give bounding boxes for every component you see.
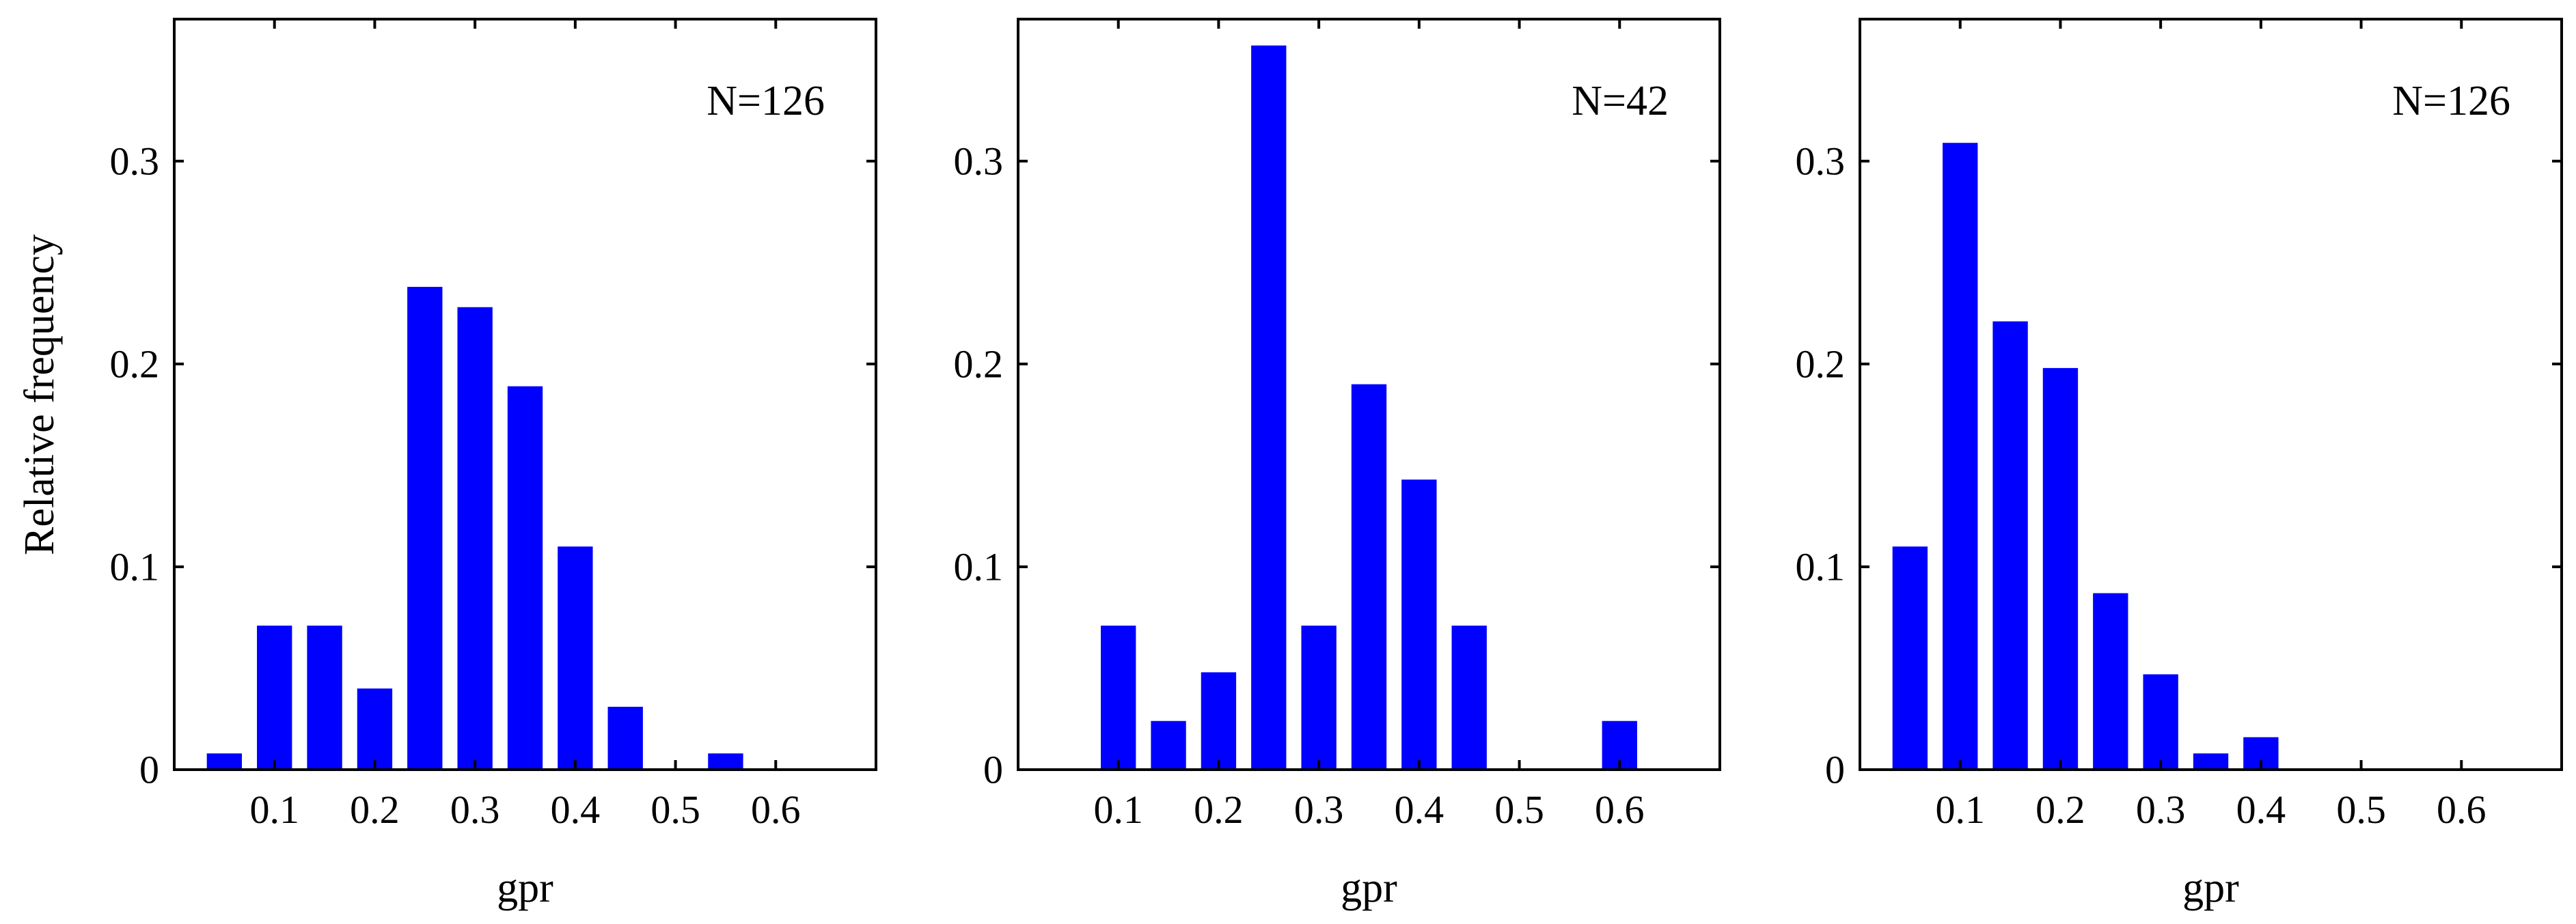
x-tick-label: 0.6 <box>2437 787 2486 832</box>
bar-0.4 <box>558 546 593 770</box>
chart-panel-1: 0 0.1 0.2 0.3 0.1 0.2 0.3 0.4 0.5 0.6 gpr N=126 <box>110 18 877 911</box>
plot-frame <box>1859 18 2563 771</box>
x-tick-label: 0.5 <box>650 787 700 832</box>
y-tick-label: 0.2 <box>1796 341 1846 386</box>
x-tick-label: 0.4 <box>551 787 601 832</box>
y-tick-label: 0.3 <box>954 139 1004 183</box>
x-axis-title: gpr <box>1341 865 1397 911</box>
sample-size-annotation: N=126 <box>707 78 825 124</box>
bar-0.1 <box>1101 626 1136 770</box>
x-tick-label: 0.4 <box>1395 787 1444 832</box>
y-axis-title: Relative frequency <box>16 234 63 555</box>
bar-0.05 <box>1892 546 1928 770</box>
x-tick-label: 0.3 <box>450 787 500 832</box>
bar-0.35 <box>2193 753 2229 770</box>
bar-0.3 <box>2143 674 2178 770</box>
bar-0.15 <box>1151 720 1186 770</box>
sample-size-annotation: N=126 <box>2392 78 2510 124</box>
bar-0.1 <box>257 626 292 770</box>
bar-0.45 <box>1451 626 1487 770</box>
y-tick-label: 0.1 <box>110 544 160 589</box>
plot-frame <box>173 18 877 771</box>
bar-0.55 <box>708 753 743 770</box>
x-tick-label: 0.1 <box>1935 787 1985 832</box>
plot-frame <box>1017 18 1721 771</box>
bar-0.25 <box>2093 593 2128 770</box>
y-tick-label: 0.2 <box>954 341 1004 386</box>
x-tick-label: 0.6 <box>751 787 801 832</box>
x-tick-label: 0.3 <box>1294 787 1344 832</box>
bar-0.3 <box>457 307 493 770</box>
sample-size-annotation: N=42 <box>1572 78 1669 124</box>
x-tick-label: 0.5 <box>1494 787 1544 832</box>
bar-0.45 <box>607 706 643 770</box>
bar-0.2 <box>1201 672 1237 770</box>
x-tick-label: 0.2 <box>350 787 400 832</box>
y-tick-label: 0.1 <box>954 544 1004 589</box>
bar-0.3 <box>1301 626 1337 770</box>
bar-0.25 <box>407 287 443 770</box>
chart-panel-3: 0 0.1 0.2 0.3 0.1 0.2 0.3 0.4 0.5 0.6 gpr N=126 <box>1796 18 2563 911</box>
x-tick-label: 0.2 <box>1194 787 1244 832</box>
y-tick-label: 0 <box>139 748 159 792</box>
y-tick-label: 0 <box>983 748 1003 792</box>
x-tick-label: 0.1 <box>249 787 299 832</box>
bar-0.15 <box>307 626 342 770</box>
bar-0.35 <box>1351 384 1387 770</box>
bar-0.15 <box>1992 321 2028 770</box>
x-tick-label: 0.2 <box>2036 787 2085 832</box>
bar-0.25 <box>1251 45 1287 770</box>
x-axis-title: gpr <box>497 865 553 911</box>
bar-0.4 <box>1401 479 1437 770</box>
x-tick-label: 0.6 <box>1595 787 1645 832</box>
bar-0.2 <box>2042 367 2079 770</box>
chart-panel-2: 0 0.1 0.2 0.3 0.1 0.2 0.3 0.4 0.5 0.6 gpr N=42 <box>954 18 1721 911</box>
x-tick-label: 0.4 <box>2236 787 2286 832</box>
x-tick-label: 0.1 <box>1093 787 1143 832</box>
bar-0.35 <box>507 386 543 770</box>
x-tick-label: 0.3 <box>2136 787 2186 832</box>
y-tick-label: 0.3 <box>1796 139 1846 183</box>
y-tick-label: 0.2 <box>110 341 160 386</box>
y-tick-label: 0.1 <box>1796 544 1846 589</box>
x-tick-label: 0.5 <box>2336 787 2386 832</box>
bar-0.1 <box>1943 143 1978 770</box>
bar-0.05 <box>206 753 243 770</box>
bar-0.2 <box>357 688 393 770</box>
y-tick-label: 0.3 <box>110 139 160 183</box>
y-tick-label: 0 <box>1825 748 1845 792</box>
x-axis-title: gpr <box>2182 865 2239 911</box>
